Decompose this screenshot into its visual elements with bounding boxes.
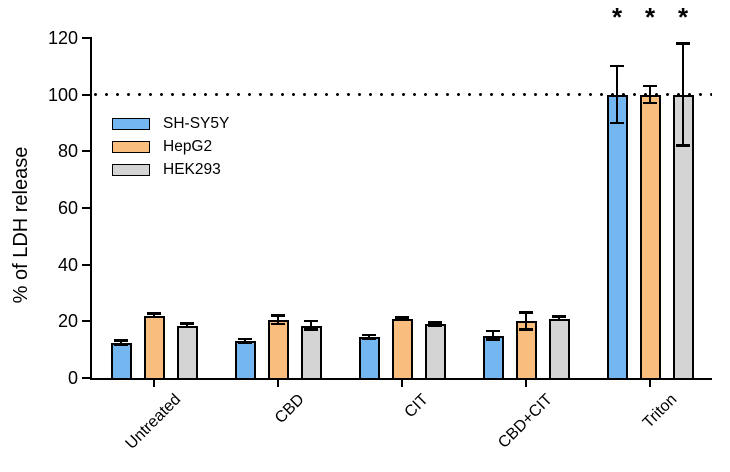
bar-HEK293-Untreated [176, 325, 198, 378]
error-bar-HEK293-Untreated [186, 323, 188, 328]
x-axis-tick [525, 380, 527, 387]
error-bar-SH-SY5Y-Untreated [120, 340, 122, 345]
error-bar-SH-SY5Y-Triton [616, 66, 618, 123]
error-cap-bottom [147, 315, 161, 319]
error-cap-top [552, 315, 566, 318]
x-axis-line [90, 378, 712, 380]
category-label-cbd-cit: CBD+CIT [495, 391, 557, 452]
y-axis-tick-label: 40 [57, 254, 78, 275]
error-cap-bottom [676, 144, 690, 147]
legend-swatch-SH-SY5Y [112, 117, 150, 130]
x-axis-tick [401, 380, 403, 387]
category-label-cbd: CBD [272, 391, 309, 427]
legend-row-SH-SY5Y: SH-SY5Y [112, 112, 229, 135]
error-bar-HepG2-CBD+CIT [525, 312, 527, 330]
bar-HepG2-CBD [267, 319, 289, 378]
legend: SH-SY5Y HepG2 HEK293 [112, 112, 229, 181]
legend-row-HEK293: HEK293 [112, 158, 229, 181]
error-bar-HepG2-CBD [277, 315, 279, 325]
bar-SH-SY5Y-CBD+CIT [482, 335, 504, 378]
legend-label-HEK293: HEK293 [163, 161, 221, 178]
bar-HepG2-Untreated [143, 315, 165, 378]
error-cap-top [610, 64, 624, 68]
error-cap-top [643, 84, 657, 88]
y-axis-tick-label: 0 [67, 368, 78, 388]
legend-swatch-HEK293 [112, 163, 150, 176]
error-bar-HepG2-Triton [649, 86, 651, 104]
error-cap-top [271, 314, 285, 317]
error-bar-SH-SY5Y-CBD+CIT [492, 331, 494, 340]
y-axis-tick [82, 263, 90, 266]
y-axis-tick [82, 320, 90, 323]
error-cap-top [486, 329, 500, 333]
y-axis-tick-label: 20 [57, 311, 78, 332]
error-bar-SH-SY5Y-CBD [244, 339, 246, 344]
significance-star: * [677, 2, 689, 32]
error-cap-top [238, 337, 252, 341]
y-axis-tick [82, 37, 90, 39]
category-label-triton: Triton [639, 391, 681, 432]
error-cap-top [676, 42, 690, 45]
bar-SH-SY5Y-Triton [606, 94, 628, 378]
reference-line-100 [94, 93, 712, 97]
error-cap-bottom [271, 322, 285, 326]
significance-star: * [611, 2, 623, 32]
y-axis-title: % of LDH release [10, 146, 32, 304]
error-bar-HepG2-Untreated [153, 313, 155, 318]
y-axis-tick [82, 150, 90, 153]
category-label-untreated: Untreated [122, 391, 185, 453]
y-axis-tick [82, 93, 90, 96]
error-bar-SH-SY5Y-CIT [368, 335, 370, 339]
category-label-cit: CIT [401, 391, 433, 422]
bar-SH-SY5Y-CIT [358, 336, 380, 378]
error-bar-HEK293-CBD+CIT [558, 316, 560, 321]
error-cap-top [395, 315, 409, 319]
legend-label-SH-SY5Y: SH-SY5Y [163, 115, 230, 132]
error-cap-top [519, 311, 533, 314]
error-cap-top [304, 319, 318, 323]
error-cap-top [428, 321, 442, 324]
error-cap-top [362, 333, 376, 337]
x-axis-tick [649, 380, 651, 387]
bar-HepG2-CIT [391, 318, 413, 378]
y-axis-tick [82, 377, 90, 379]
y-axis-tick [82, 207, 90, 209]
y-axis-tick-label: 80 [57, 141, 78, 162]
y-axis-tick-label: 60 [57, 198, 78, 218]
y-axis-tick-label: 100 [47, 84, 78, 105]
bar-HepG2-Triton [639, 94, 661, 378]
error-cap-bottom [304, 328, 318, 331]
bar-HEK293-CIT [424, 324, 446, 378]
error-cap-bottom [486, 338, 500, 341]
error-bar-HEK293-Triton [682, 43, 684, 146]
legend-row-HepG2: HepG2 [112, 135, 229, 158]
error-cap-bottom [643, 101, 657, 105]
legend-label-HepG2: HepG2 [163, 138, 213, 155]
error-cap-bottom [610, 121, 624, 124]
x-axis-tick [153, 380, 155, 387]
x-axis-tick [277, 380, 279, 387]
error-cap-bottom [362, 337, 376, 340]
error-cap-top [180, 322, 194, 325]
y-axis-tick-label: 120 [47, 28, 78, 48]
bar-HEK293-CBD+CIT [548, 318, 570, 378]
error-cap-bottom [552, 318, 566, 322]
bar-SH-SY5Y-Untreated [110, 342, 132, 378]
error-cap-bottom [428, 324, 442, 327]
error-cap-bottom [114, 343, 128, 346]
y-axis-line [90, 37, 92, 380]
error-cap-top [114, 339, 128, 342]
error-cap-bottom [238, 341, 252, 345]
significance-star: * [644, 2, 656, 32]
error-cap-top [147, 312, 161, 315]
error-cap-bottom [519, 328, 533, 331]
error-cap-bottom [180, 325, 194, 329]
bar-HEK293-CBD [300, 325, 322, 378]
error-bar-HEK293-CBD [310, 321, 312, 330]
error-cap-bottom [395, 318, 409, 321]
legend-swatch-HepG2 [112, 140, 150, 153]
bar-SH-SY5Y-CBD [234, 341, 256, 378]
